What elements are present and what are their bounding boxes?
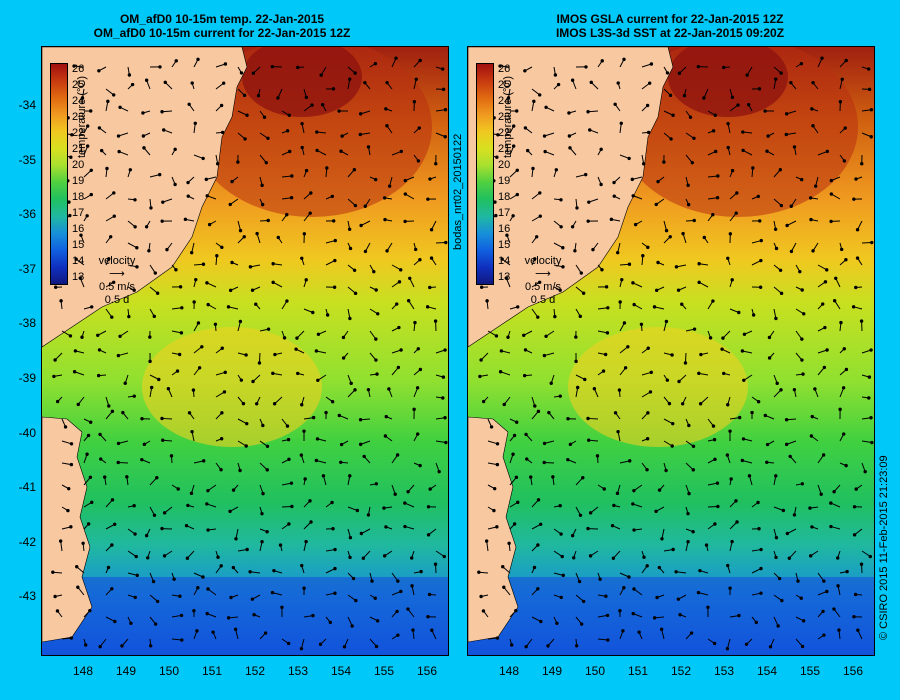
- left-velocity-arrow-icon: ⟶: [109, 268, 125, 280]
- colorbar-tick-21: 21: [72, 143, 85, 155]
- left-colorbar-legend: temperature (°C) 26 25 24 23 22 21 20 19 18 17 16 1…: [50, 63, 140, 285]
- right-title-line1: IMOS GSLA current for 22-Jan-2015 12Z: [556, 12, 784, 26]
- left-lon-tick-153: 153: [287, 664, 309, 678]
- credit-label: © CSIRO 2015 11-Feb-2015 21:23:09: [878, 455, 890, 640]
- colorbar-tick-25: 25: [498, 79, 511, 91]
- colorbar-tick-15: 15: [72, 239, 85, 251]
- colorbar-tick-15: 15: [498, 239, 511, 251]
- right-lon-tick-152: 152: [670, 664, 692, 678]
- colorbar-tick-18: 18: [72, 191, 85, 203]
- left-tasmania: [42, 416, 93, 643]
- right-lon-tick-154: 154: [756, 664, 778, 678]
- right-lon-tick-155: 155: [799, 664, 821, 678]
- left-velocity-label: velocity: [98, 255, 136, 267]
- right-colorbar: [476, 63, 494, 285]
- right-tasmania: [468, 416, 519, 643]
- colorbar-tick-19: 19: [72, 175, 85, 187]
- lat-tick--41: -41: [18, 480, 36, 495]
- colorbar-tick-23: 23: [498, 111, 511, 123]
- colorbar-tick-20: 20: [498, 159, 511, 171]
- colorbar-tick-25: 25: [72, 79, 85, 91]
- left-lon-tick-149: 149: [115, 664, 137, 678]
- colorbar-tick-17: 17: [72, 207, 85, 219]
- colorbar-tick-18: 18: [498, 191, 511, 203]
- colorbar-tick-23: 23: [72, 111, 85, 123]
- left-lon-tick-156: 156: [416, 664, 438, 678]
- left-eddy: [142, 327, 322, 447]
- colorbar-tick-24: 24: [72, 95, 85, 107]
- right-colorbar-legend: temperature (°C) 26 25 24 23 22 21 20 19 18 17 16 1…: [476, 63, 566, 285]
- right-velocity-scale: 0.5 m/s: [524, 281, 562, 293]
- right-title-line2: IMOS L3S-3d SST at 22-Jan-2015 09:20Z: [555, 26, 785, 40]
- colorbar-tick-22: 22: [72, 127, 85, 139]
- left-title-line2: OM_afD0 10-15m current for 22-Jan-2015 1…: [93, 26, 351, 40]
- left-panel-title: OM_afD0 10-15m temp. 22-Jan-2015 OM_afD0…: [22, 12, 422, 40]
- colorbar-tick-16: 16: [72, 223, 85, 235]
- colorbar-tick-13: 13: [72, 271, 85, 283]
- left-velocity-legend: velocity ⟶ 0.5 m/s 0.5 d: [82, 255, 152, 307]
- left-lon-tick-151: 151: [201, 664, 223, 678]
- right-lon-tick-148: 148: [498, 664, 520, 678]
- lat-tick--39: -39: [18, 371, 36, 385]
- left-velocity-scale: 0.5 m/s: [98, 281, 136, 293]
- right-map-svg: [468, 47, 874, 655]
- colorbar-tick-14: 14: [498, 255, 511, 267]
- right-velocity-label: velocity: [524, 255, 562, 267]
- left-velocity-time: 0.5 d: [104, 294, 130, 306]
- colorbar-tick-16: 16: [498, 223, 511, 235]
- right-lon-tick-156: 156: [842, 664, 864, 678]
- right-south-cold: [468, 577, 874, 655]
- left-current-vectors: [51, 56, 448, 651]
- run-id-label: bodas_nrt02_20150122: [452, 133, 464, 250]
- colorbar-tick-17: 17: [498, 207, 511, 219]
- left-map-svg: [42, 47, 448, 655]
- colorbar-tick-14: 14: [72, 255, 85, 267]
- left-lon-tick-155: 155: [373, 664, 395, 678]
- lat-tick--34: -34: [18, 98, 36, 112]
- colorbar-tick-19: 19: [498, 175, 511, 187]
- left-hot-spot: [242, 47, 362, 117]
- right-lon-tick-151: 151: [627, 664, 649, 678]
- right-eddy: [568, 327, 748, 447]
- colorbar-tick-22: 22: [498, 127, 511, 139]
- colorbar-tick-26: 26: [498, 63, 511, 75]
- left-lon-tick-150: 150: [158, 664, 180, 678]
- left-colorbar: [50, 63, 68, 285]
- lat-tick--42: -42: [18, 534, 36, 549]
- right-hot-spot: [668, 47, 788, 117]
- colorbar-tick-26: 26: [72, 63, 85, 75]
- lat-tick--36: -36: [18, 207, 36, 222]
- right-map-panel: temperature (°C) 26 25 24 23 22 21 20 19 18 17 16 1…: [467, 46, 875, 656]
- left-lon-tick-148: 148: [72, 664, 94, 678]
- right-lon-tick-153: 153: [713, 664, 735, 678]
- lat-tick--37: -37: [18, 261, 36, 276]
- right-current-vectors: [477, 56, 874, 651]
- colorbar-tick-20: 20: [72, 159, 85, 171]
- colorbar-tick-24: 24: [498, 95, 511, 107]
- lat-tick--38: -38: [18, 316, 36, 331]
- left-south-cold: [42, 577, 448, 655]
- right-lon-tick-149: 149: [541, 664, 563, 678]
- left-lon-tick-154: 154: [330, 664, 352, 678]
- right-velocity-time: 0.5 d: [530, 294, 556, 306]
- colorbar-tick-21: 21: [498, 143, 511, 155]
- lat-tick--43: -43: [18, 589, 36, 604]
- right-panel-title: IMOS GSLA current for 22-Jan-2015 12Z IM…: [470, 12, 870, 40]
- lat-tick--35: -35: [18, 152, 36, 167]
- left-map-panel: temperature (°C) 26 25 24 23 22 21 20 19 18 17 16 1…: [41, 46, 449, 656]
- right-velocity-legend: velocity ⟶ 0.5 m/s 0.5 d: [508, 255, 578, 307]
- colorbar-tick-13: 13: [498, 271, 511, 283]
- right-lon-tick-150: 150: [584, 664, 606, 678]
- lat-tick--40: -40: [18, 425, 36, 440]
- left-lon-tick-152: 152: [244, 664, 266, 678]
- right-velocity-arrow-icon: ⟶: [535, 268, 551, 280]
- left-title-line1: OM_afD0 10-15m temp. 22-Jan-2015: [119, 12, 325, 26]
